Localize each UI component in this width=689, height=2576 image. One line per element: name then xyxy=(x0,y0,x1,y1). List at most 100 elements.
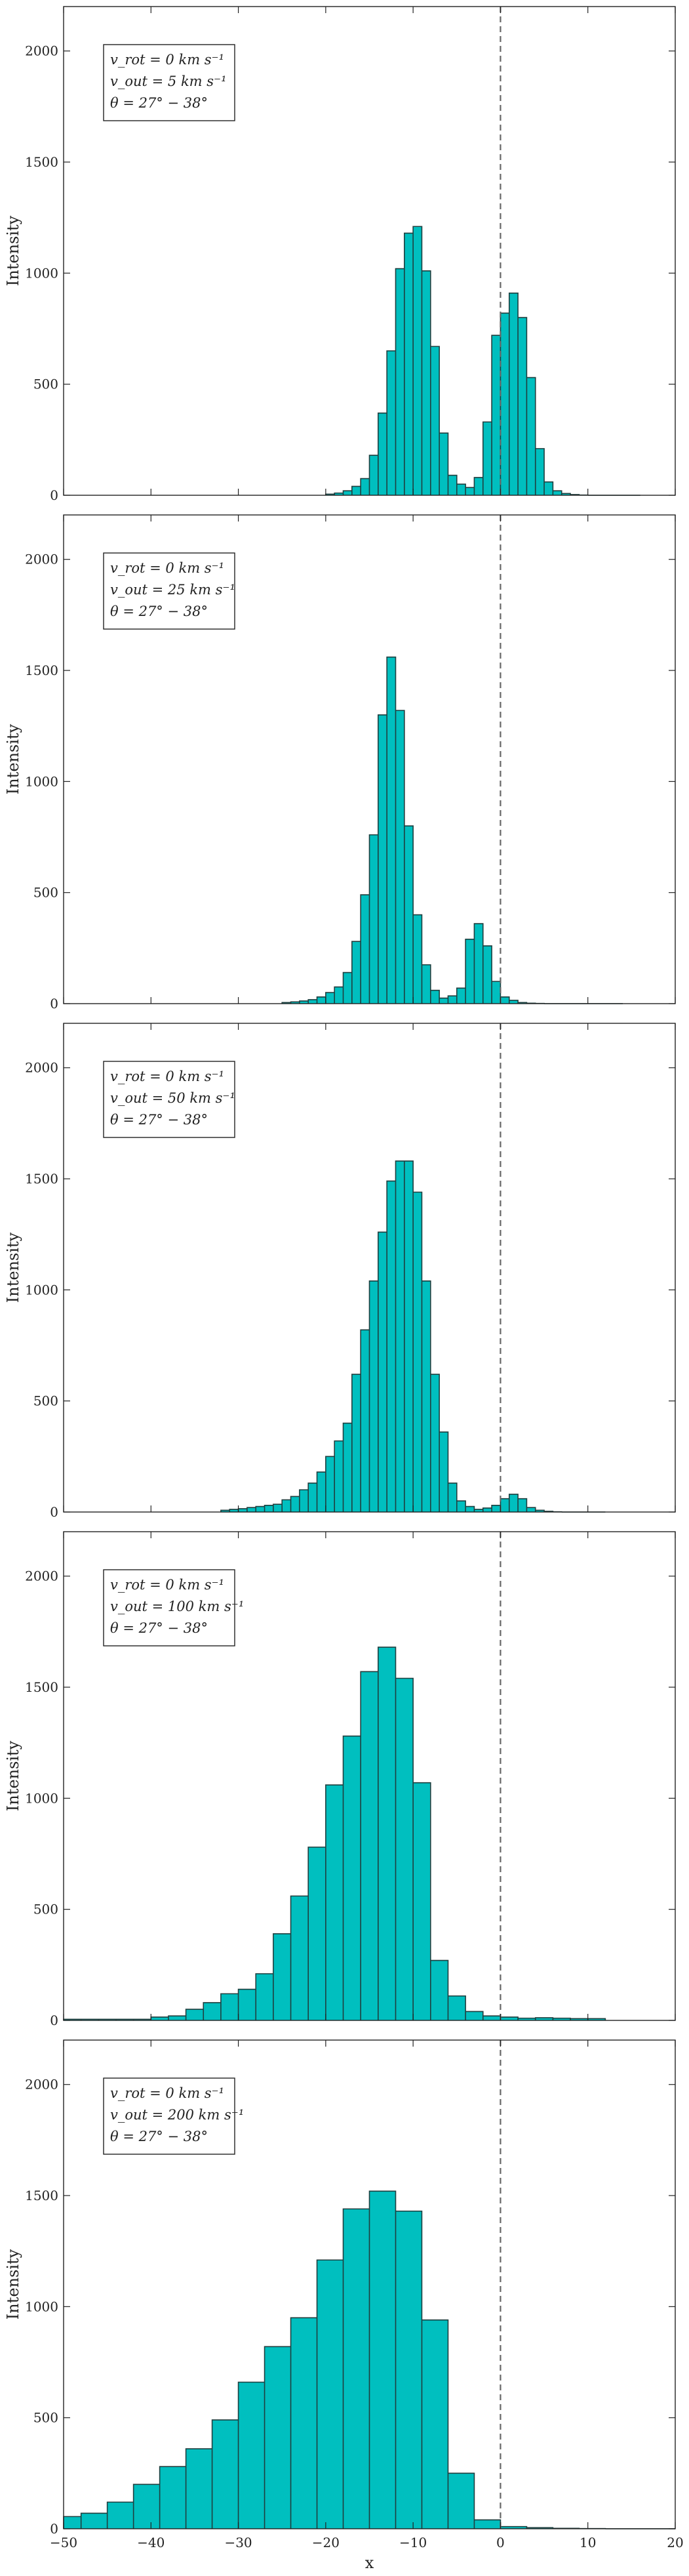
histogram-bar xyxy=(344,491,352,495)
histogram-bar xyxy=(448,996,456,1004)
histogram-bar xyxy=(108,2502,134,2529)
histogram-bar xyxy=(308,1483,317,1512)
histogram-bar xyxy=(273,1934,291,2020)
y-tick-label: 1500 xyxy=(25,1679,58,1695)
y-axis-label: Intensity xyxy=(4,215,22,286)
histogram-bar xyxy=(203,2003,221,2020)
y-axis-label: Intensity xyxy=(4,2249,22,2320)
histogram-bar xyxy=(221,1993,239,2020)
histogram-bar xyxy=(492,1505,500,1512)
y-tick-label: 1500 xyxy=(25,1171,58,1187)
histogram-bar xyxy=(500,1499,509,1512)
histogram-bar xyxy=(265,1505,273,1512)
y-tick-label: 2000 xyxy=(25,43,58,59)
histogram-bar xyxy=(474,924,482,1004)
histogram-bar xyxy=(536,449,544,495)
histogram-bar xyxy=(395,1679,413,2021)
histogram-bar xyxy=(431,991,439,1004)
histogram-bar xyxy=(361,895,369,1004)
histogram-bar xyxy=(509,1494,518,1512)
histogram-bar xyxy=(317,1472,326,1512)
histogram-bar xyxy=(395,1161,404,1512)
histogram-bar xyxy=(300,1490,308,1512)
y-tick-label: 1000 xyxy=(25,265,58,281)
annotation-line: v_out = 25 km s⁻¹ xyxy=(110,582,235,598)
histogram-bar xyxy=(378,413,387,495)
histogram-bar xyxy=(395,2211,422,2529)
histogram-bar xyxy=(308,1847,326,2020)
histogram-bar xyxy=(387,351,395,495)
histogram-bar xyxy=(526,378,535,495)
histogram-bar xyxy=(465,939,474,1004)
histogram-bar xyxy=(404,826,413,1004)
histogram-bar xyxy=(526,1507,535,1512)
histogram-bar xyxy=(352,1374,361,1512)
histogram-bar xyxy=(431,1961,448,2020)
histogram-bar xyxy=(370,2191,396,2529)
y-tick-label: 1000 xyxy=(25,1790,58,1806)
histogram-bar xyxy=(370,455,378,495)
histogram-bar xyxy=(422,271,430,495)
histogram-bar xyxy=(500,313,509,495)
histogram-bar xyxy=(344,1423,352,1512)
histogram-bar xyxy=(344,2209,370,2529)
histogram-bar xyxy=(291,1896,309,2020)
y-tick-label: 1000 xyxy=(25,1282,58,1298)
y-tick-label: 1500 xyxy=(25,154,58,170)
histogram-bar xyxy=(378,715,387,1004)
histogram-bar xyxy=(344,1736,361,2020)
x-tick-label: −50 xyxy=(50,2535,77,2550)
histogram-bar xyxy=(422,2320,448,2529)
histogram-bar xyxy=(404,233,413,495)
x-tick-label: −30 xyxy=(224,2535,252,2550)
histogram-bar xyxy=(483,1508,492,1512)
histogram-bar xyxy=(457,484,465,495)
x-axis-label: x xyxy=(365,2554,374,2572)
y-tick-label: 1000 xyxy=(25,773,58,789)
x-tick-label: −10 xyxy=(399,2535,427,2550)
histogram-bar xyxy=(422,1281,430,1512)
annotation-line: v_out = 200 km s⁻¹ xyxy=(110,2107,244,2123)
histogram-bar xyxy=(247,1507,256,1512)
histogram-bar xyxy=(457,988,465,1004)
annotation-line: v_rot = 0 km s⁻¹ xyxy=(110,2085,224,2101)
histogram-bar xyxy=(439,998,448,1004)
histogram-bar xyxy=(431,346,439,495)
histogram-outline xyxy=(221,1161,605,1512)
histogram-bar xyxy=(465,1507,474,1512)
histogram-bar xyxy=(448,1483,456,1512)
histogram-bar xyxy=(370,1281,378,1512)
histogram-bar xyxy=(334,987,343,1004)
histogram-outline xyxy=(64,2191,675,2529)
y-axis-label: Intensity xyxy=(4,1232,22,1303)
histogram-bar xyxy=(474,2520,500,2529)
histogram-bar xyxy=(326,992,334,1004)
histogram-bar xyxy=(395,710,404,1004)
histogram-bar xyxy=(483,946,492,1004)
histogram-outline xyxy=(326,226,640,495)
histogram-bar xyxy=(326,1785,344,2020)
histogram-bar xyxy=(465,487,474,495)
histogram-bar xyxy=(239,1990,256,2020)
histogram-bar xyxy=(239,2382,265,2529)
histogram-bar xyxy=(413,915,422,1004)
x-tick-label: −40 xyxy=(137,2535,165,2550)
histogram-bar xyxy=(387,1181,395,1512)
histogram-bar xyxy=(168,2016,186,2020)
histogram-bar xyxy=(64,2516,81,2529)
histogram-bar xyxy=(465,2011,483,2020)
histogram-bar xyxy=(413,1192,422,1512)
histogram-bar xyxy=(395,269,404,495)
y-tick-label: 500 xyxy=(33,885,58,901)
y-axis-label: Intensity xyxy=(4,724,22,794)
histogram-bar xyxy=(500,997,509,1004)
y-tick-label: 0 xyxy=(50,1504,58,1520)
y-tick-label: 500 xyxy=(33,1902,58,1917)
annotation-line: θ = 27° − 38° xyxy=(110,1112,208,1128)
histogram-bar xyxy=(518,317,526,495)
histogram-bar xyxy=(265,2346,291,2529)
y-tick-label: 0 xyxy=(50,487,58,503)
